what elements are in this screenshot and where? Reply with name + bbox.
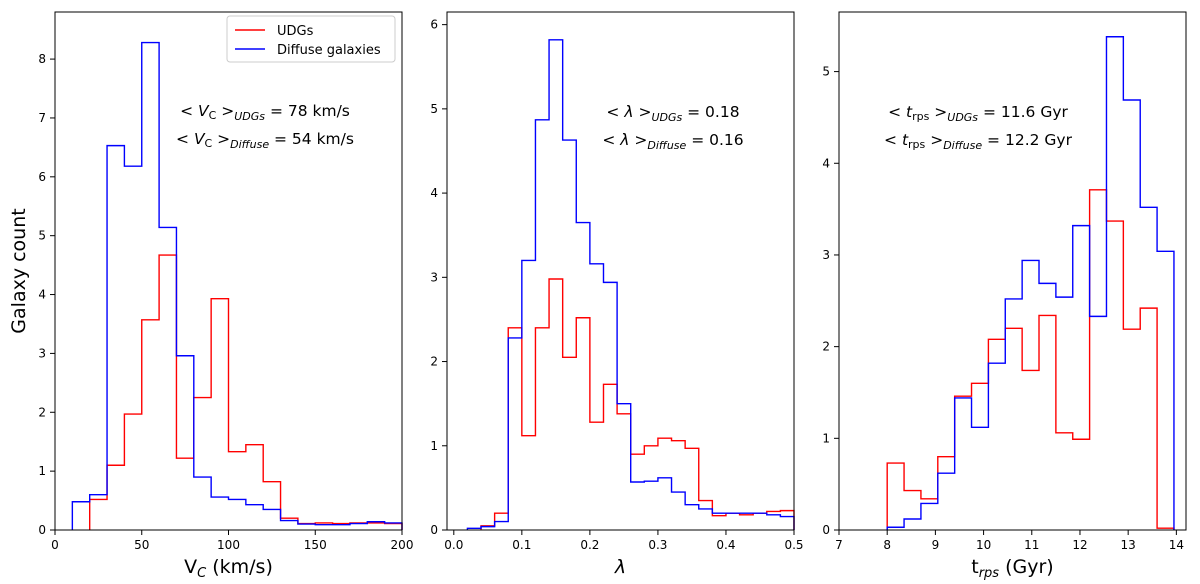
y-tick-label-trps: 0 bbox=[822, 523, 830, 537]
y-tick-label-vc: 7 bbox=[38, 111, 46, 125]
y-tick-label-trps: 1 bbox=[822, 431, 830, 445]
legend: UDGs Diffuse galaxies bbox=[226, 15, 396, 63]
legend-label-diffuse: Diffuse galaxies bbox=[277, 43, 381, 58]
series-udgs-vc bbox=[89, 254, 403, 530]
y-tick-label-lambda: 6 bbox=[430, 18, 438, 32]
x-tick-label-vc: 150 bbox=[304, 538, 327, 552]
series-udgs-lambda bbox=[480, 278, 795, 530]
y-tick-label-vc: 1 bbox=[38, 464, 46, 478]
series-udgs-trps bbox=[886, 189, 1175, 530]
y-tick-label-vc: 3 bbox=[38, 346, 46, 360]
y-tick-label-vc: 2 bbox=[38, 405, 46, 419]
legend-box bbox=[226, 15, 396, 63]
y-tick-label-trps: 5 bbox=[822, 65, 830, 79]
y-tick-label-trps: 4 bbox=[822, 156, 830, 170]
y-tick-label-lambda: 3 bbox=[430, 270, 438, 284]
annotation-lambda-udgs: < λ >UDGs = 0.18 bbox=[606, 103, 739, 124]
y-tick-label-trps: 3 bbox=[822, 248, 830, 262]
y-tick-label-vc: 4 bbox=[38, 288, 46, 302]
x-tick-label-lambda: 0.3 bbox=[648, 538, 667, 552]
x-tick-label-trps: 11 bbox=[1024, 538, 1039, 552]
x-tick-label-lambda: 0.4 bbox=[716, 538, 735, 552]
x-tick-label-vc: 200 bbox=[391, 538, 414, 552]
series-diffuse-lambda bbox=[466, 39, 795, 530]
x-tick-label-trps: 8 bbox=[883, 538, 891, 552]
y-tick-label-lambda: 2 bbox=[430, 355, 438, 369]
x-tick-label-trps: 12 bbox=[1072, 538, 1087, 552]
x-axis-label-vc: VC (km/s) bbox=[184, 556, 273, 581]
annotation-lambda-diffuse: < λ >Diffuse = 0.16 bbox=[602, 131, 743, 152]
y-tick-label-vc: 0 bbox=[38, 523, 46, 537]
x-axis-label-lambda: λ bbox=[614, 556, 626, 578]
x-tick-label-lambda: 0.0 bbox=[444, 538, 463, 552]
annotation-vc-diffuse: < VC >Diffuse = 54 km/s bbox=[176, 130, 354, 151]
x-tick-label-trps: 13 bbox=[1121, 538, 1136, 552]
x-tick-label-lambda: 0.5 bbox=[784, 538, 803, 552]
series-diffuse-trps bbox=[886, 36, 1175, 530]
annotation-trps-udgs: < trps >UDGs = 11.6 Gyr bbox=[888, 103, 1068, 124]
annotation-vc-udgs: < VC >UDGs = 78 km/s bbox=[180, 102, 350, 123]
x-tick-label-vc: 100 bbox=[217, 538, 240, 552]
y-tick-label-vc: 8 bbox=[38, 52, 46, 66]
x-axis-label-trps: trps (Gyr) bbox=[971, 556, 1053, 581]
axes-frame-lambda bbox=[446, 11, 795, 531]
y-axis-label: Galaxy count bbox=[8, 208, 30, 333]
x-tick-label-trps: 7 bbox=[835, 538, 843, 552]
y-tick-label-trps: 2 bbox=[822, 340, 830, 354]
x-tick-label-vc: 50 bbox=[134, 538, 149, 552]
y-tick-label-lambda: 1 bbox=[430, 439, 438, 453]
axes-frame-trps bbox=[838, 11, 1187, 531]
y-tick-label-vc: 5 bbox=[38, 229, 46, 243]
y-tick-label-lambda: 0 bbox=[430, 523, 438, 537]
legend-label-udgs: UDGs bbox=[277, 24, 314, 39]
annotation-trps-diffuse: < trps >Diffuse = 12.2 Gyr bbox=[884, 131, 1073, 152]
y-tick-label-lambda: 4 bbox=[430, 186, 438, 200]
y-tick-label-vc: 6 bbox=[38, 170, 46, 184]
x-tick-label-lambda: 0.2 bbox=[580, 538, 599, 552]
x-tick-label-trps: 9 bbox=[932, 538, 940, 552]
x-tick-label-vc: 0 bbox=[51, 538, 59, 552]
series-diffuse-vc bbox=[71, 41, 403, 530]
y-tick-label-lambda: 5 bbox=[430, 102, 438, 116]
x-tick-label-lambda: 0.1 bbox=[512, 538, 531, 552]
x-tick-label-trps: 14 bbox=[1169, 538, 1184, 552]
x-tick-label-trps: 10 bbox=[976, 538, 991, 552]
